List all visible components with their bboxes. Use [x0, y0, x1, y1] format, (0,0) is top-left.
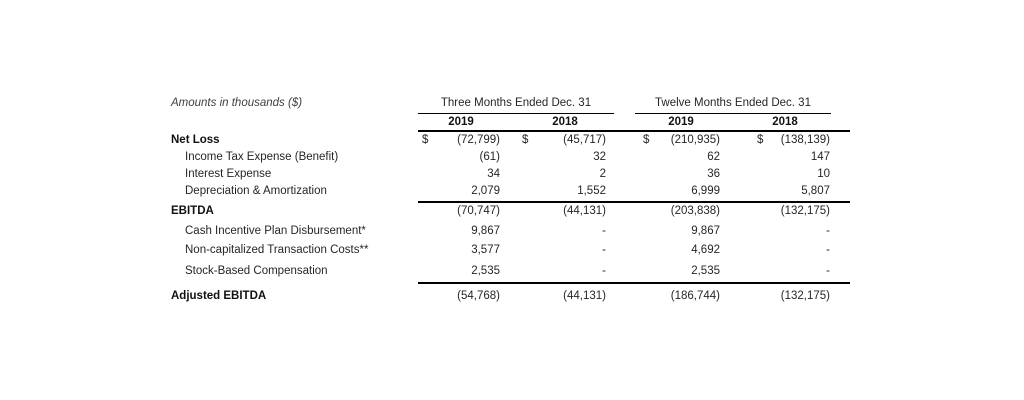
cell-value: -: [602, 225, 606, 237]
period-header-twelve-months: Twelve Months Ended Dec. 31: [655, 97, 811, 109]
cell-value: (132,175): [780, 290, 830, 302]
currency-symbol: $: [522, 134, 529, 146]
cell-value: (72,799): [457, 134, 500, 146]
cell-value: (45,717): [563, 134, 606, 146]
cell-value: 2,079: [471, 185, 500, 197]
cell-value: 147: [810, 151, 830, 163]
cell-value: 1,552: [577, 185, 606, 197]
row-label: Adjusted EBITDA: [171, 290, 267, 302]
cell-value: (132,175): [780, 205, 830, 217]
currency-symbol: $: [757, 134, 764, 146]
cell-value: (61): [479, 151, 500, 163]
cell-value: (54,768): [457, 290, 500, 302]
row-label: Cash Incentive Plan Disbursement*: [185, 225, 366, 237]
row-label: EBITDA: [171, 205, 214, 217]
year-header-2019-q: 2019: [448, 116, 474, 128]
cell-value: 5,807: [801, 185, 830, 197]
currency-symbol: $: [422, 134, 429, 146]
row-label: Non-capitalized Transaction Costs**: [185, 244, 369, 256]
ebitda-rule: [418, 201, 850, 203]
cell-value: (203,838): [670, 205, 720, 217]
cell-value: 34: [487, 168, 500, 180]
cell-value: 9,867: [691, 225, 720, 237]
cell-value: 9,867: [471, 225, 500, 237]
cell-value: 32: [593, 151, 606, 163]
period-underline-three-months: [418, 113, 614, 114]
cell-value: 2: [599, 168, 606, 180]
row-label: Interest Expense: [185, 168, 272, 180]
row-label: Income Tax Expense (Benefit): [185, 151, 339, 163]
header-rule: [418, 130, 850, 132]
cell-value: -: [826, 244, 830, 256]
year-header-2019-y: 2019: [668, 116, 694, 128]
cell-value: (44,131): [563, 205, 606, 217]
currency-symbol: $: [643, 134, 650, 146]
row-label: Net Loss: [171, 134, 220, 146]
cell-value: 2,535: [471, 265, 500, 277]
row-label: Stock-Based Compensation: [185, 265, 328, 277]
cell-value: 62: [707, 151, 720, 163]
row-label: Depreciation & Amortization: [185, 185, 327, 197]
cell-value: 2,535: [691, 265, 720, 277]
cell-value: (186,744): [670, 290, 720, 302]
cell-value: -: [826, 265, 830, 277]
cell-value: 6,999: [691, 185, 720, 197]
adjusted-ebitda-rule: [418, 282, 850, 284]
cell-value: (210,935): [670, 134, 720, 146]
cell-value: -: [826, 225, 830, 237]
cell-value: (70,747): [457, 205, 500, 217]
period-underline-twelve-months: [635, 113, 831, 114]
cell-value: (138,139): [780, 134, 830, 146]
cell-value: 3,577: [471, 244, 500, 256]
year-header-2018-q: 2018: [552, 116, 578, 128]
cell-value: -: [602, 265, 606, 277]
cell-value: -: [602, 244, 606, 256]
cell-value: 10: [817, 168, 830, 180]
year-header-2018-y: 2018: [772, 116, 798, 128]
period-header-three-months: Three Months Ended Dec. 31: [440, 97, 592, 109]
cell-value: (44,131): [563, 290, 606, 302]
cell-value: 36: [707, 168, 720, 180]
cell-value: 4,692: [691, 244, 720, 256]
table-caption: Amounts in thousands ($): [171, 97, 303, 109]
